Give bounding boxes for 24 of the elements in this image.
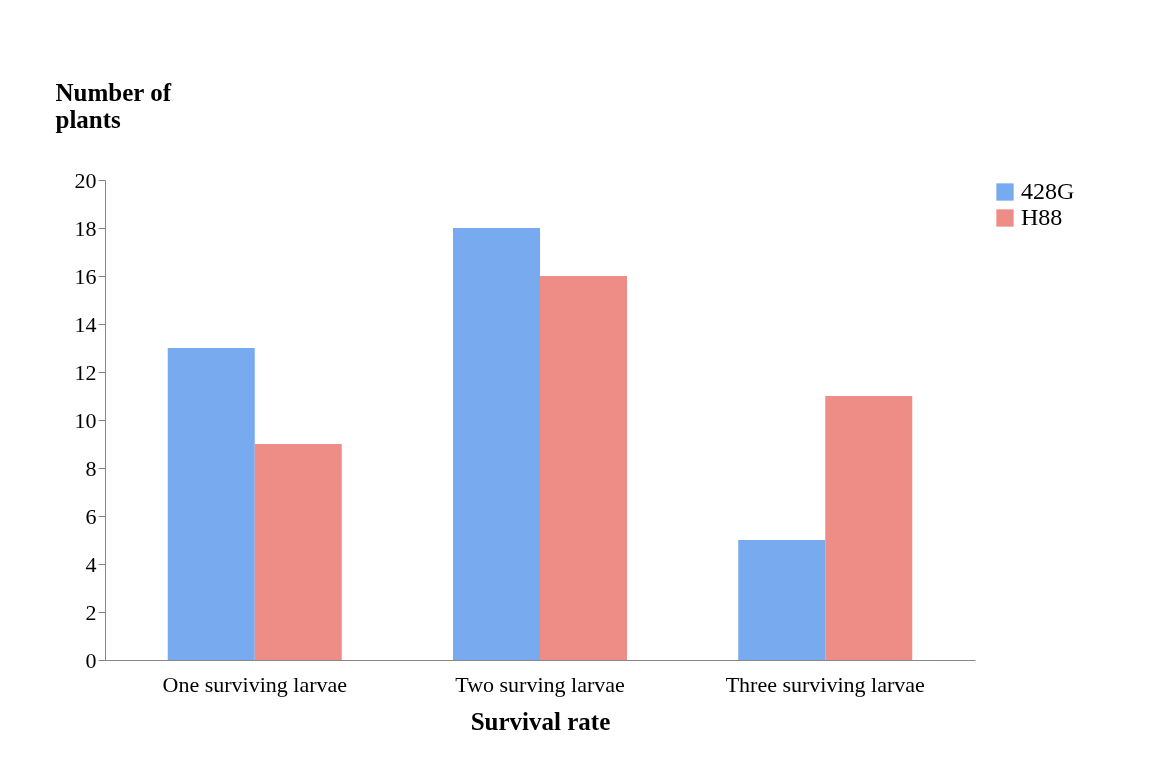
x-tick-label: Three surviving larvae bbox=[725, 671, 925, 697]
y-tick-label: 18 bbox=[74, 215, 97, 241]
y-tick-label: 2 bbox=[85, 599, 97, 625]
bar bbox=[738, 540, 826, 660]
y-tick-label: 14 bbox=[74, 311, 97, 337]
y-tick-label: 0 bbox=[85, 647, 97, 673]
bar bbox=[254, 444, 342, 660]
y-tick-label: 6 bbox=[85, 503, 97, 529]
y-axis-title: Number of plants bbox=[55, 78, 172, 133]
y-tick-label: 4 bbox=[85, 551, 97, 577]
x-axis-title: Survival rate bbox=[470, 707, 611, 735]
x-tick-label: Two surving larvae bbox=[455, 671, 625, 697]
y-tick-label: 10 bbox=[74, 407, 97, 433]
y-tick-label: 12 bbox=[74, 359, 97, 385]
y-tick-label: 20 bbox=[74, 167, 97, 193]
legend-label: H88 bbox=[1021, 204, 1063, 230]
bar bbox=[825, 396, 913, 660]
bar bbox=[540, 276, 627, 660]
bar bbox=[167, 348, 255, 660]
y-tick-label: 16 bbox=[74, 263, 97, 289]
bar bbox=[453, 228, 540, 660]
x-tick-label: One surviving larvae bbox=[162, 671, 347, 697]
legend-label: 428G bbox=[1021, 178, 1075, 204]
y-tick-label: 8 bbox=[85, 455, 97, 481]
